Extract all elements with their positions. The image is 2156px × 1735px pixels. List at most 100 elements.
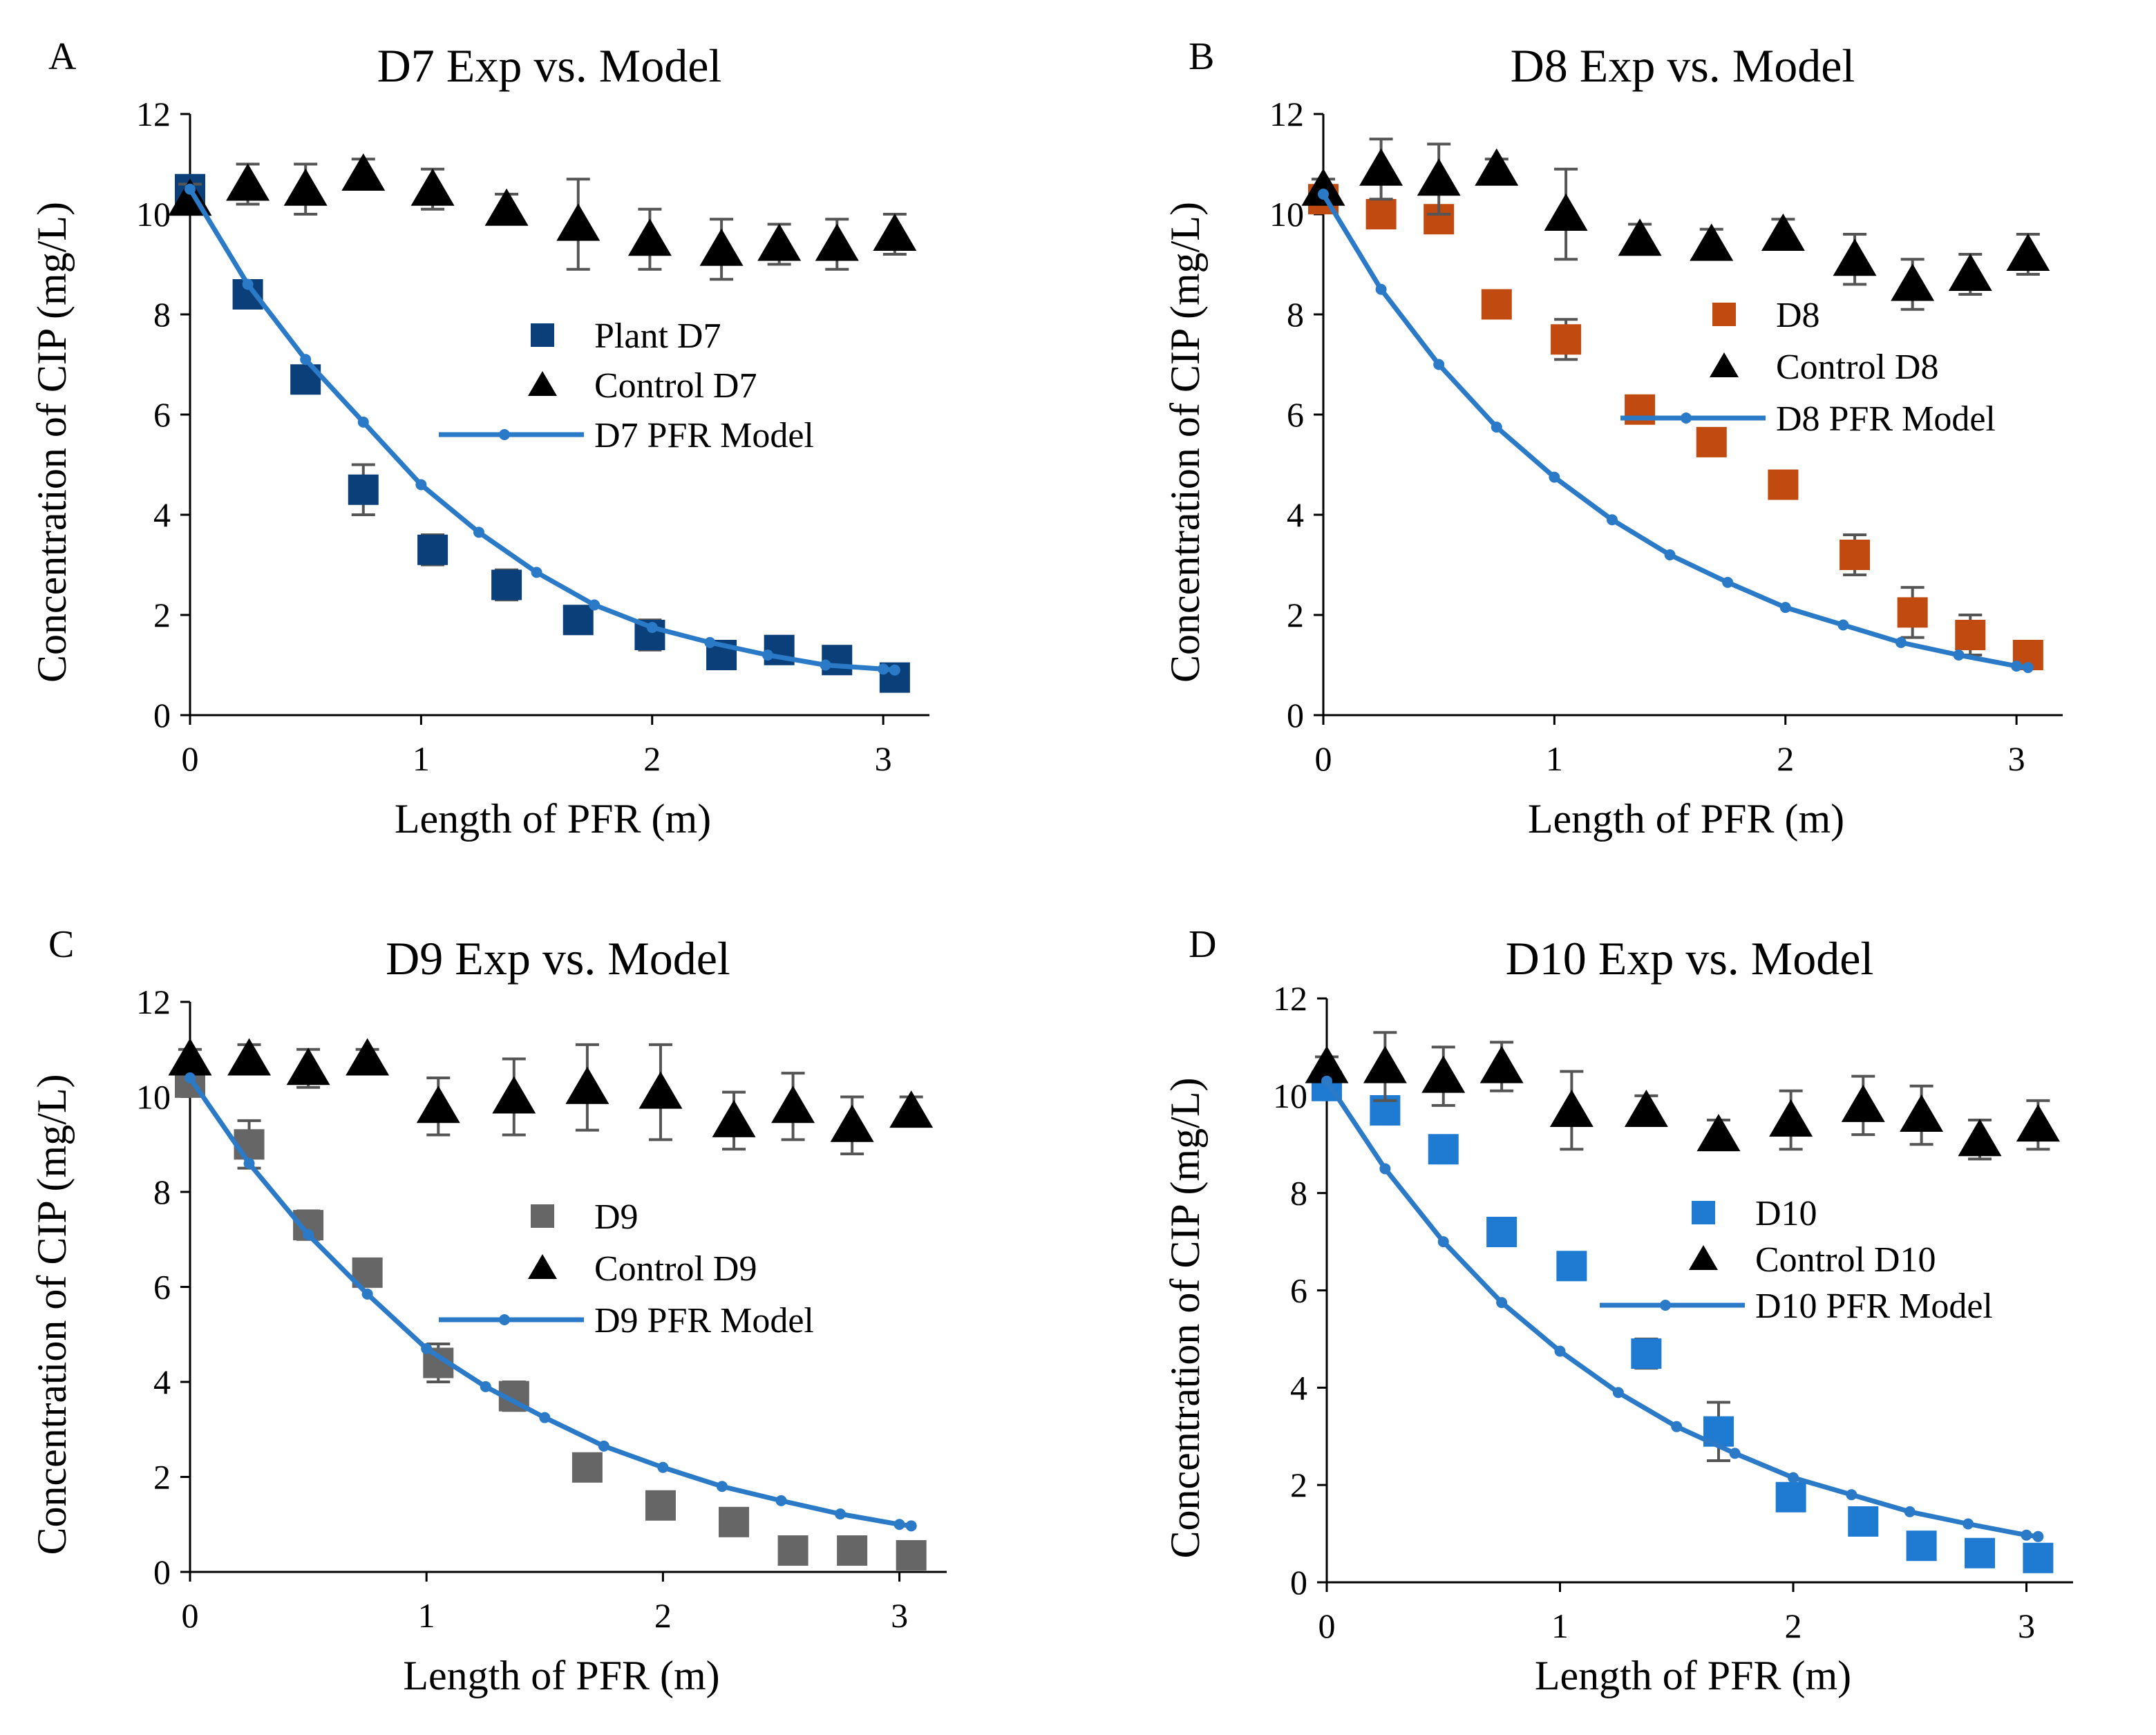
model-point — [361, 1288, 373, 1300]
legend-square-marker — [531, 1204, 554, 1228]
data-point-triangle — [639, 1071, 683, 1109]
model-point — [820, 659, 831, 671]
data-point-triangle — [565, 1066, 609, 1104]
x-axis-label: Length of PFR (m) — [403, 1653, 719, 1698]
data-point-triangle — [1363, 1045, 1407, 1083]
model-point — [2011, 660, 2023, 672]
y-tick-label: 6 — [153, 1268, 171, 1307]
x-tick-label: 2 — [643, 739, 661, 778]
model-point — [1904, 1506, 1916, 1517]
legend-label: Control D9 — [594, 1249, 757, 1289]
data-point-triangle — [1900, 1094, 1944, 1132]
series-line — [1321, 1075, 2044, 1542]
y-tick-label: 0 — [1290, 1563, 1307, 1602]
model-point — [589, 599, 601, 611]
legend-square-marker — [1692, 1201, 1715, 1224]
data-point-triangle — [1359, 148, 1403, 186]
y-tick-label: 2 — [153, 1458, 171, 1497]
data-point-triangle — [1948, 254, 1992, 291]
data-point-triangle — [416, 1085, 460, 1124]
model-point — [1318, 189, 1329, 200]
y-tick-label: 0 — [153, 696, 171, 734]
data-point-triangle — [771, 1085, 815, 1124]
data-point-triangle — [1301, 168, 1345, 206]
model-line — [188, 187, 896, 673]
y-tick-label: 12 — [1273, 979, 1307, 1018]
model-point — [1779, 602, 1791, 614]
model-point — [1953, 650, 1965, 661]
data-point-triangle — [873, 214, 917, 251]
model-point — [2021, 1529, 2032, 1541]
y-tick-label: 2 — [1287, 596, 1304, 634]
y-tick-label: 4 — [153, 495, 171, 534]
panel-label: C — [48, 923, 74, 966]
x-tick-label: 3 — [2008, 739, 2025, 778]
model-point — [473, 527, 484, 538]
legend-label: Control D10 — [1755, 1240, 1936, 1280]
x-tick-label: 1 — [418, 1596, 435, 1635]
legend-line-point — [1681, 413, 1692, 424]
model-point — [1549, 471, 1560, 483]
model-point — [1837, 619, 1849, 631]
legend-line-point — [1660, 1300, 1671, 1311]
data-point-square — [1481, 289, 1512, 320]
model-point — [775, 1495, 787, 1506]
model-point — [1612, 1387, 1624, 1399]
y-tick-label: 12 — [136, 95, 171, 133]
legend-label: D9 — [594, 1197, 639, 1237]
data-point-square — [1906, 1530, 1937, 1562]
model-point — [539, 1412, 551, 1423]
data-point-triangle — [226, 163, 270, 201]
series-line — [185, 183, 900, 676]
data-point-triangle — [1841, 1084, 1885, 1122]
data-point-square — [1365, 199, 1397, 229]
x-tick-label: 2 — [1777, 739, 1794, 778]
data-point-square — [896, 1539, 927, 1571]
chart-title: D9 Exp vs. Model — [386, 932, 730, 985]
data-point-triangle — [1549, 1089, 1594, 1127]
data-point-triangle — [492, 1076, 536, 1114]
data-point-square — [234, 1129, 265, 1160]
model-point — [242, 278, 254, 290]
model-point — [1437, 1236, 1449, 1248]
data-point-square — [1965, 1537, 1995, 1568]
data-point-triangle — [830, 1104, 874, 1142]
model-point — [1433, 359, 1445, 370]
x-tick-label: 0 — [1315, 739, 1332, 778]
data-point-square — [562, 605, 594, 636]
y-tick-label: 8 — [153, 295, 171, 334]
data-point-square — [2023, 1542, 2054, 1573]
legend-label: Control D8 — [1776, 348, 1938, 387]
y-tick-label: 0 — [1287, 696, 1304, 734]
x-tick-label: 0 — [1318, 1606, 1336, 1645]
series-square — [1308, 184, 2043, 670]
data-point-triangle — [484, 188, 529, 226]
data-point-triangle — [1958, 1119, 2002, 1157]
y-tick-label: 4 — [1287, 495, 1304, 534]
model-point — [704, 636, 716, 648]
data-point-triangle — [627, 218, 672, 256]
model-point — [1788, 1472, 1799, 1483]
data-point-square — [1955, 620, 1986, 650]
data-point-triangle — [168, 1038, 212, 1076]
model-point — [480, 1381, 491, 1392]
model-point — [303, 1229, 314, 1240]
model-point — [1375, 283, 1387, 295]
data-point-triangle — [2016, 1104, 2060, 1142]
model-point — [357, 416, 369, 428]
model-point — [1496, 1297, 1508, 1309]
data-point-square — [1897, 597, 1928, 628]
data-point-triangle — [1624, 1089, 1668, 1127]
model-point — [598, 1440, 609, 1452]
data-point-square — [645, 1490, 676, 1521]
y-tick-label: 8 — [153, 1173, 171, 1211]
data-point-triangle — [699, 228, 744, 266]
legend-label: D10 PFR Model — [1755, 1287, 1993, 1326]
x-tick-label: 2 — [654, 1596, 672, 1635]
y-tick-label: 4 — [1290, 1368, 1307, 1407]
data-point-square — [1848, 1506, 1879, 1537]
